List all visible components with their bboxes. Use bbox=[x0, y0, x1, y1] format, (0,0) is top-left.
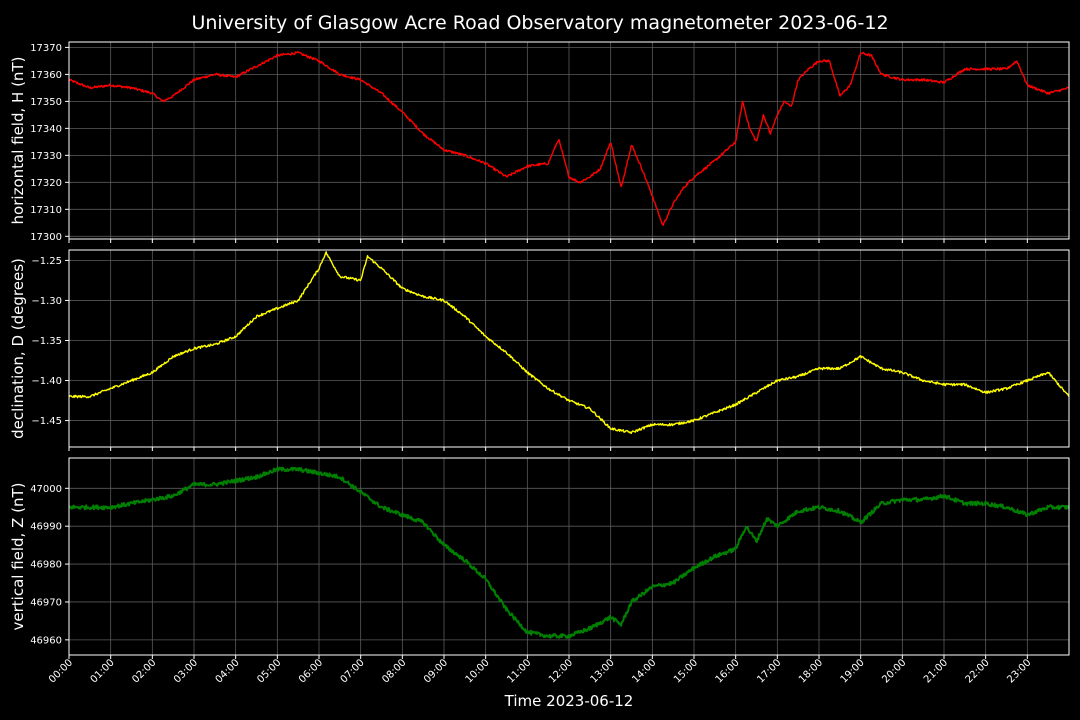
y-tick-label: 17330 bbox=[30, 151, 62, 162]
x-tick-label: 21:00 bbox=[922, 657, 950, 685]
x-tick-label: 09:00 bbox=[422, 657, 450, 685]
y-axis-label: vertical field, Z (nT) bbox=[9, 482, 27, 630]
x-tick-label: 15:00 bbox=[672, 657, 700, 685]
plot-frame bbox=[68, 249, 1070, 448]
x-axis-label: Time 2023-06-12 bbox=[504, 692, 634, 710]
y-tick-label: 17350 bbox=[30, 97, 62, 108]
series-line-2 bbox=[68, 251, 1070, 435]
y-tick-label: −1.45 bbox=[31, 416, 62, 427]
y-tick-label: −1.40 bbox=[31, 376, 62, 387]
x-tick-label: 22:00 bbox=[964, 657, 992, 685]
x-tick-label: 01:00 bbox=[89, 657, 117, 685]
plot-frame bbox=[68, 41, 1070, 240]
y-tick-label: 17320 bbox=[30, 178, 62, 189]
series-line-1 bbox=[68, 51, 1070, 226]
y-tick-label: 47000 bbox=[30, 484, 62, 495]
x-tick-label: 11:00 bbox=[505, 657, 533, 685]
x-tick-label: 02:00 bbox=[130, 657, 158, 685]
x-tick-label: 13:00 bbox=[589, 657, 617, 685]
x-tick-label: 07:00 bbox=[339, 657, 367, 685]
y-tick-label: 17340 bbox=[30, 124, 62, 135]
panel-1: 17300 17310 17320 17330 17340 17350 17360 17370… bbox=[9, 41, 1070, 243]
y-tick-label: 46980 bbox=[30, 560, 62, 571]
y-tick-label: −1.35 bbox=[31, 336, 62, 347]
x-tick-label: 17:00 bbox=[755, 657, 783, 685]
y-tick-label: 17360 bbox=[30, 70, 62, 81]
y-axis-label: horizontal field, H (nT) bbox=[9, 57, 27, 225]
x-tick-label: 16:00 bbox=[714, 657, 742, 685]
x-tick-label: 03:00 bbox=[172, 657, 200, 685]
x-tick-label: 12:00 bbox=[547, 657, 575, 685]
y-tick-label: 46990 bbox=[30, 522, 62, 533]
x-tick-label: 20:00 bbox=[880, 657, 908, 685]
plot-frame bbox=[68, 457, 1070, 656]
chart-panels: 17300 17310 17320 17330 17340 17350 17360 17370… bbox=[9, 41, 1070, 659]
x-tick-label: 14:00 bbox=[630, 657, 658, 685]
chart-title: University of Glasgow Acre Road Observat… bbox=[191, 12, 888, 34]
x-axis: 00:00 01:00 02:00 03:00 04:00 05:00 06:00 07:00… bbox=[47, 657, 1033, 685]
x-tick-label: 10:00 bbox=[464, 657, 492, 685]
panel-2: −1.25 −1.30 −1.35 −1.40 −1.45 declination, D … bbox=[9, 249, 1070, 451]
y-tick-label: 46960 bbox=[30, 635, 62, 646]
x-tick-label: 06:00 bbox=[297, 657, 325, 685]
x-tick-label: 18:00 bbox=[797, 657, 825, 685]
x-tick-label: 05:00 bbox=[255, 657, 283, 685]
y-tick-label: 46970 bbox=[30, 597, 62, 608]
y-tick-label: 17370 bbox=[30, 43, 62, 54]
y-tick-label: 17300 bbox=[30, 232, 62, 243]
y-tick-label: −1.30 bbox=[31, 296, 62, 307]
series-line-3 bbox=[68, 466, 1070, 639]
y-tick-label: 17310 bbox=[30, 205, 62, 216]
y-tick-label: −1.25 bbox=[31, 256, 62, 267]
x-tick-label: 00:00 bbox=[47, 657, 75, 685]
x-tick-label: 08:00 bbox=[380, 657, 408, 685]
x-tick-label: 19:00 bbox=[839, 657, 867, 685]
x-tick-label: 23:00 bbox=[1005, 657, 1033, 685]
x-tick-label: 04:00 bbox=[214, 657, 242, 685]
y-axis-label: declination, D (degrees) bbox=[9, 258, 27, 439]
